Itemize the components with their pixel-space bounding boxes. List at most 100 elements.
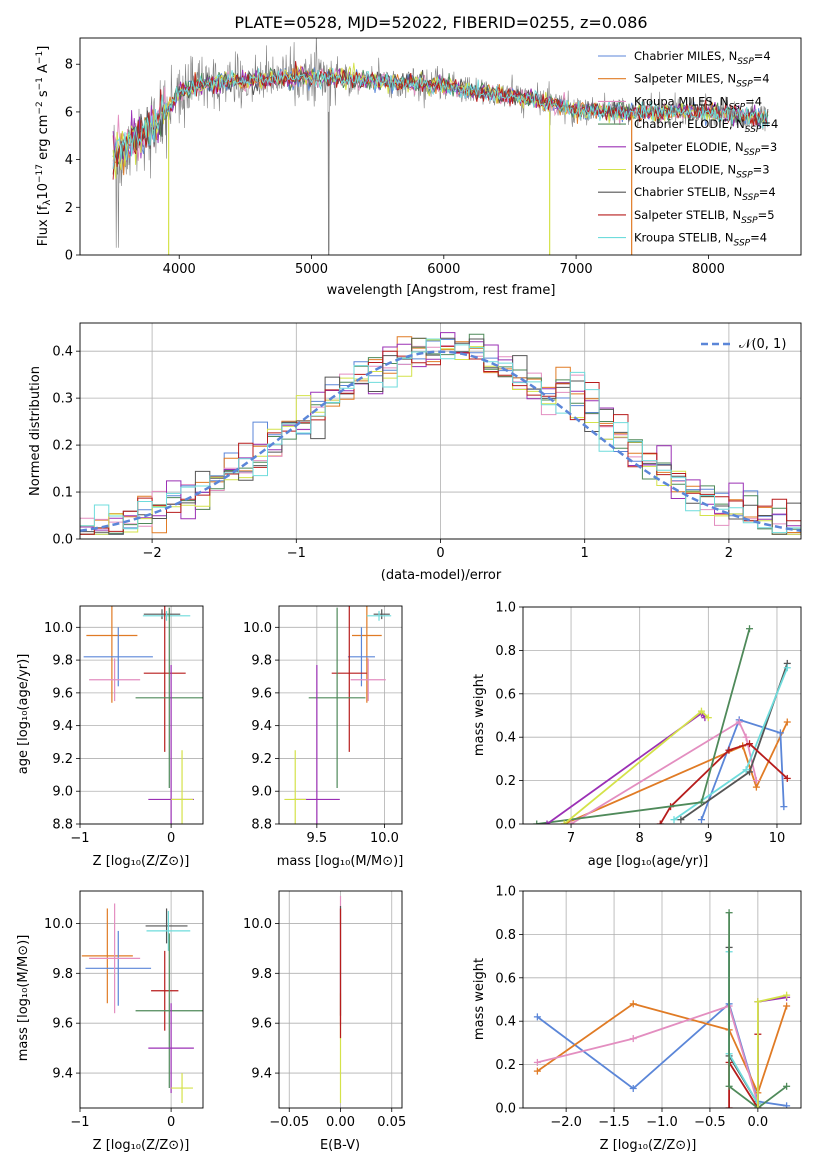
legend-label: Salpeter MILES, NSSP=4 — [634, 72, 770, 90]
legend-label-name: Kroupa STELIB, N — [634, 231, 734, 245]
weight-vs-age-xlabel: age [log₁₀(age/yr)] — [588, 854, 709, 869]
errorbar-chabrier_elodie — [308, 607, 366, 788]
residual-histogram-kroupa_elodie — [80, 338, 801, 535]
y-tick-label: 10.0 — [243, 621, 272, 636]
y-tick-label: 0.8 — [495, 644, 516, 659]
y-tick-label: 9.2 — [52, 752, 73, 767]
y-tick-label: 8.8 — [52, 818, 73, 833]
errorbar-chabrier_stelib — [143, 609, 181, 620]
x-tick-label: 10 — [769, 831, 786, 846]
y-tick-label: 9.6 — [251, 686, 272, 701]
legend-label-sub: SSP — [734, 239, 751, 249]
x-tick-label: −0.5 — [694, 1115, 726, 1130]
x-tick-label: −1 — [287, 546, 306, 561]
x-tick-label: 0 — [167, 831, 175, 846]
weight-series-chabrier_stelib — [725, 943, 762, 1108]
y-tick-label: 10.0 — [44, 917, 73, 932]
y-tick-label: 0.1 — [52, 486, 73, 501]
weight-series-kroupa_stelib — [725, 948, 762, 1108]
y-tick-label: 9.4 — [251, 719, 272, 734]
y-tick-label: 0 — [65, 249, 73, 264]
weight-vs-age-panel: 7 8 9 10 0.0 0.2 0.4 0.6 0.8 1.0 — [495, 601, 802, 846]
weight-vs-z-xlabel: Z [log₁₀(Z/Z⊙)] — [600, 1138, 697, 1153]
legend-label-suffix: =4 — [759, 185, 776, 199]
weight-series-chabrier_miles — [697, 716, 788, 824]
x-tick-label: −1 — [70, 1115, 89, 1130]
legend-label-suffix: =4 — [761, 117, 778, 131]
weight-series-kroupa_elodie — [560, 707, 712, 824]
errorbar-chabrier_miles — [83, 627, 153, 687]
weight-line — [659, 742, 788, 824]
legend-label-name: Chabrier STELIB, N — [634, 185, 742, 199]
y-tick-label: 9.6 — [52, 686, 73, 701]
weight-vs-z-panel: −2.0 −1.5 −1.0 −0.5 0.0 0.0 0.2 0.4 0.6 0.8 1.0 — [495, 885, 802, 1130]
age-vs-z-panel: −1 0 8.8 9.0 9.2 9.4 9.6 9.8 10.0 — [44, 605, 204, 846]
x-tick-label: −0.05 — [269, 1115, 309, 1130]
errorbar-kroupa_elodie — [171, 1073, 193, 1104]
legend-label-suffix: =5 — [758, 208, 775, 222]
legend-label-sub: SSP — [744, 148, 761, 158]
x-tick-label: 8 — [636, 831, 644, 846]
gaussian-legend-label: 𝒩(0, 1) — [739, 337, 786, 352]
errorbar-salpeter_elodie — [148, 1003, 194, 1094]
weight-series-kroupa_elodie — [754, 991, 791, 1108]
x-tick-label: −1 — [70, 831, 89, 846]
y-tick-label: 9.4 — [251, 1067, 272, 1082]
legend-label-suffix: =4 — [753, 72, 770, 86]
y-tick-label: 9.8 — [52, 967, 73, 982]
errorbar-salpeter_stelib — [143, 606, 186, 752]
y-tick-label: 4 — [65, 153, 73, 168]
legend-label-sub: SSP — [741, 216, 758, 226]
axes-frame — [79, 322, 802, 540]
errorbar-salpeter_miles — [351, 606, 382, 703]
y-tick-label: 0.0 — [495, 818, 516, 833]
y-tick-label: 0.2 — [52, 439, 73, 454]
y-tick-label: 8 — [65, 58, 73, 73]
y-tick-label: 9.8 — [52, 654, 73, 669]
x-tick-label: 9.5 — [307, 831, 328, 846]
legend-label-sub: SSP — [745, 125, 762, 135]
legend-entry: Kroupa ELODIE, NSSP=3 — [598, 163, 770, 181]
y-tick-label: 0.8 — [495, 928, 516, 943]
weight-line — [700, 718, 785, 821]
legend-entry: Salpeter ELODIE, NSSP=3 — [598, 140, 777, 158]
x-tick-label: 7 — [567, 831, 575, 846]
y-tick-label: 1.0 — [495, 885, 516, 900]
x-tick-label: 5000 — [295, 262, 328, 277]
legend-label: Kroupa STELIB, NSSP=4 — [634, 231, 767, 249]
errorbar-salpeter_stelib — [151, 950, 179, 1031]
x-tick-label: 8000 — [692, 262, 725, 277]
legend-label-sub: SSP — [736, 80, 753, 90]
axes-frame — [79, 37, 802, 256]
errorbar-kroupa_miles — [89, 903, 141, 1014]
spectrum-panel: 4000 5000 6000 7000 8000 0 2 4 6 8 — [65, 37, 802, 277]
y-tick-label: 9.4 — [52, 1067, 73, 1082]
spectrum-xlabel: wavelength [Angstrom, rest frame] — [327, 283, 556, 298]
legend-label: Chabrier ELODIE, NSSP=4 — [634, 117, 778, 135]
legend-entry: Kroupa MILES, NSSP=4 — [598, 94, 762, 112]
grid — [523, 890, 801, 1109]
legend-label-suffix: =3 — [753, 163, 770, 177]
weight-series-salpeter_miles — [560, 718, 791, 824]
grid — [523, 606, 801, 825]
weight-line — [757, 996, 787, 1108]
errorbar-salpeter_miles — [81, 908, 133, 1004]
y-tick-label: 8.8 — [251, 818, 272, 833]
gaussian-curve — [80, 350, 801, 533]
y-tick-label: 9.0 — [251, 785, 272, 800]
errorbar-chabrier_elodie — [135, 607, 203, 788]
x-tick-label: 0 — [436, 546, 444, 561]
legend-entry: Salpeter MILES, NSSP=4 — [598, 72, 770, 90]
legend-entry: Kroupa STELIB, NSSP=4 — [598, 231, 767, 249]
weight-series-salpeter_elodie — [543, 709, 709, 824]
legend-label-name: Salpeter ELODIE, N — [634, 140, 744, 154]
y-tick-label: 0.6 — [495, 687, 516, 702]
legend-label-name: Kroupa ELODIE, N — [634, 163, 736, 177]
axes-frame — [522, 606, 802, 825]
y-tick-label: 9.0 — [52, 785, 73, 800]
y-tick-label: 9.6 — [52, 1017, 73, 1032]
legend-label-name: Chabrier MILES, N — [634, 49, 737, 63]
legend-label-name: Kroupa MILES, N — [634, 94, 729, 108]
errorbar-kroupa_miles — [350, 658, 386, 702]
weight-vs-z-ylabel: mass weight — [472, 958, 487, 1040]
